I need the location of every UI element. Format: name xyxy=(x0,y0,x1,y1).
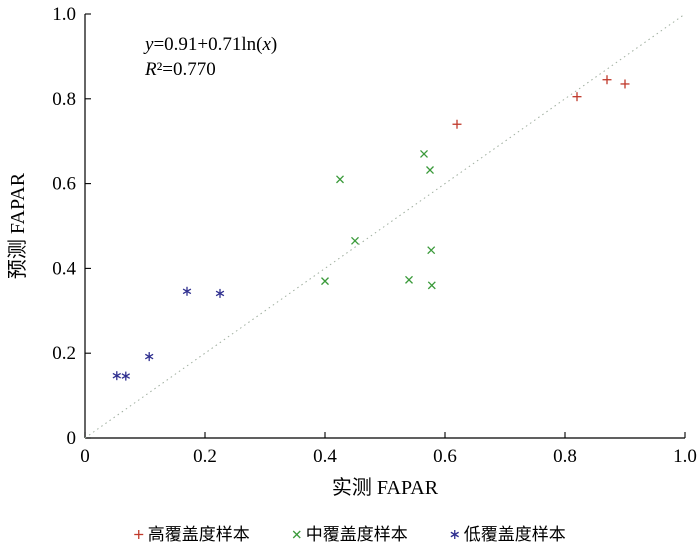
data-point xyxy=(321,277,329,286)
marker-stroke xyxy=(182,288,192,295)
data-point xyxy=(182,286,192,296)
x-tick-label: 0.8 xyxy=(553,446,577,467)
legend-label: 高覆盖度样本 xyxy=(148,525,250,544)
marker-stroke xyxy=(426,166,434,175)
marker-stroke xyxy=(292,530,301,539)
marker-stroke xyxy=(351,236,359,245)
legend-label: 中覆盖度样本 xyxy=(306,525,408,544)
y-tick-label: 1.0 xyxy=(52,4,76,25)
legend-item: 中覆盖度样本 xyxy=(292,525,408,544)
x-tick-label: 0.2 xyxy=(193,446,217,467)
marker-stroke xyxy=(321,277,329,286)
data-point xyxy=(427,281,436,290)
y-tick-label: 0.8 xyxy=(52,89,76,110)
series-x xyxy=(321,149,436,290)
annotation-r-squared: R²=0.770 xyxy=(144,59,216,80)
marker-stroke xyxy=(336,175,344,184)
marker-stroke xyxy=(215,290,225,297)
marker-stroke xyxy=(450,531,459,538)
legend-label: 低覆盖度样本 xyxy=(464,525,566,544)
data-point xyxy=(427,246,436,255)
marker-stroke xyxy=(144,353,154,360)
series-plus xyxy=(452,75,630,129)
data-point xyxy=(336,175,344,184)
x-axis-title: 实测 FAPAR xyxy=(332,476,439,499)
y-tick-label: 0 xyxy=(67,428,77,449)
data-point xyxy=(112,371,122,381)
legend-item: 低覆盖度样本 xyxy=(450,525,566,544)
data-point xyxy=(405,275,413,284)
x-tick-label: 0.4 xyxy=(313,446,337,467)
marker-stroke xyxy=(427,281,436,290)
legend-item: 高覆盖度样本 xyxy=(134,525,250,544)
x-tick-label: 1.0 xyxy=(673,446,697,467)
marker-stroke xyxy=(121,373,131,379)
legend: 高覆盖度样本 中覆盖度样本 低覆盖度样本 xyxy=(134,525,566,544)
y-tick-label: 0.2 xyxy=(52,343,76,364)
data-point xyxy=(452,119,462,129)
data-point xyxy=(572,92,582,102)
marker-stroke xyxy=(405,275,413,284)
data-point xyxy=(351,236,359,245)
data-point xyxy=(620,79,630,89)
data-point xyxy=(121,371,131,381)
y-tick-label: 0.6 xyxy=(52,174,76,195)
data-point xyxy=(602,75,612,85)
y-axis-title: 预测 FAPAR xyxy=(6,172,29,279)
x-tick-label: 0 xyxy=(80,446,90,467)
marker-stroke xyxy=(427,246,436,255)
series-asterisk xyxy=(112,286,225,381)
data-point xyxy=(144,352,154,362)
marker-stroke xyxy=(112,372,122,379)
annotation-equation: y=0.91+0.71ln(x) xyxy=(143,34,277,55)
marker-stroke xyxy=(420,149,428,158)
data-point xyxy=(426,166,434,175)
y-tick-label: 0.4 xyxy=(52,258,76,279)
x-tick-label: 0.6 xyxy=(433,446,457,467)
axes: 0 0.2 0.4 0.6 0.8 1.0 0 0.2 0.4 0.6 0.8 1.0 xyxy=(52,4,697,467)
data-point xyxy=(420,149,428,158)
data-point xyxy=(215,288,225,298)
